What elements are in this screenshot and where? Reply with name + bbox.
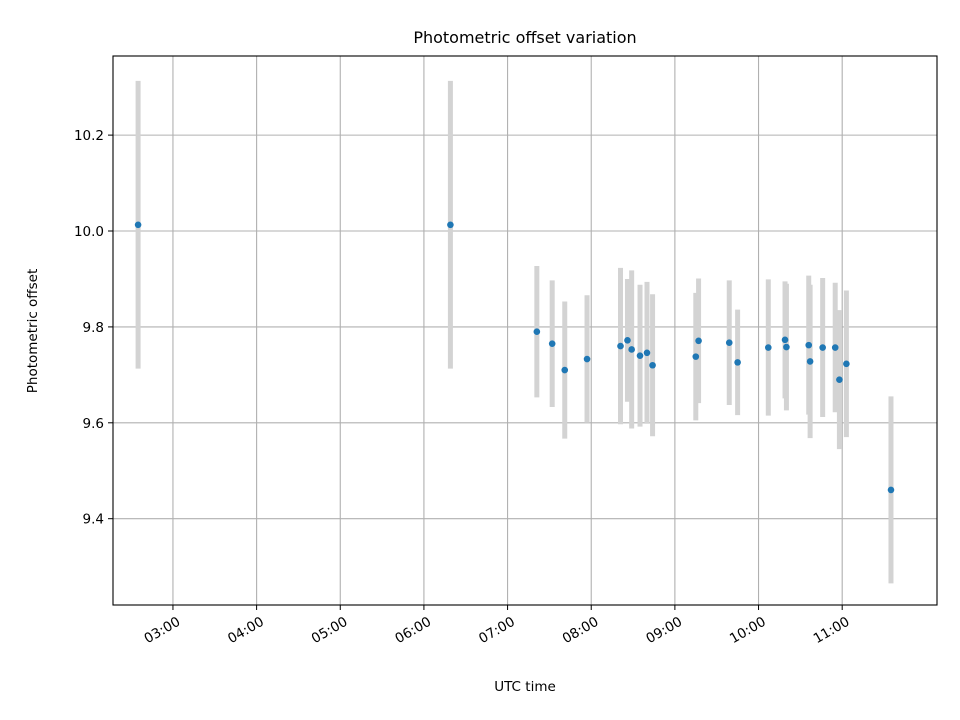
chart-title: Photometric offset variation: [413, 28, 636, 47]
data-point: [831, 344, 839, 351]
y-axis-label: Photometric offset: [25, 269, 41, 393]
x-axis-label: UTC time: [494, 679, 556, 695]
data-point: [628, 346, 635, 353]
y-tick-label: 9.8: [83, 320, 104, 336]
data-point: [836, 376, 843, 383]
data-point: [806, 358, 814, 365]
data-point: [548, 340, 556, 347]
data-point: [734, 359, 741, 366]
data-point: [617, 342, 624, 350]
data-point: [636, 352, 644, 359]
data-point: [695, 337, 702, 345]
data-point: [561, 366, 569, 374]
y-tick-label: 9.6: [83, 416, 104, 432]
grid: [113, 56, 937, 605]
data-point: [649, 361, 656, 369]
data-point: [583, 355, 591, 363]
data-points: [134, 221, 895, 494]
data-point: [533, 328, 541, 335]
data-point: [624, 337, 631, 344]
data-point: [781, 336, 789, 344]
y-tick-label: 10.0: [74, 224, 104, 240]
data-point: [819, 344, 826, 351]
data-point: [643, 349, 651, 357]
data-point: [783, 343, 790, 351]
data-point: [725, 339, 733, 347]
plot-frame: [112, 55, 938, 606]
data-point: [887, 486, 895, 494]
y-tick-label: 9.4: [83, 512, 104, 528]
y-tick-label: 10.2: [74, 128, 104, 144]
data-point: [692, 353, 700, 360]
data-point: [843, 360, 850, 368]
data-point: [134, 221, 142, 229]
data-point: [805, 341, 813, 349]
data-point: [447, 221, 454, 229]
data-point: [764, 344, 772, 351]
